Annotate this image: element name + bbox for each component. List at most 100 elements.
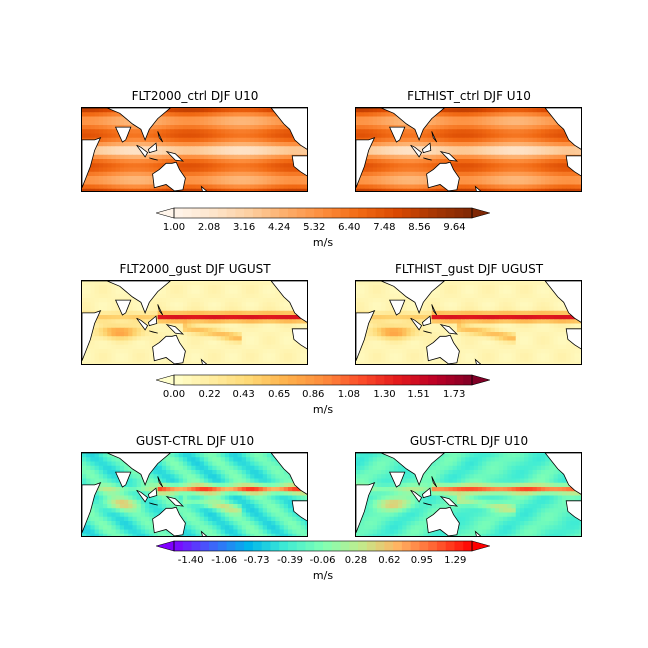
heatmap-cell: [157, 146, 163, 151]
heatmap-cell: [153, 340, 159, 346]
heatmap-cell: [482, 125, 487, 130]
heatmap-cell: [229, 293, 234, 299]
heatmap-cell: [279, 163, 285, 168]
heatmap-cell: [364, 167, 370, 173]
heatmap-cell: [364, 361, 370, 364]
heatmap-cell: [98, 482, 104, 488]
heatmap-cell: [503, 116, 508, 122]
heatmap-cell: [431, 184, 437, 190]
heatmap-cell: [368, 332, 374, 337]
heatmap-cell: [296, 188, 302, 191]
heatmap-cell: [364, 163, 370, 168]
heatmap-cell: [377, 306, 382, 312]
heatmap-cell: [381, 188, 386, 191]
heatmap-cell: [283, 340, 289, 346]
heatmap-cell: [237, 188, 243, 191]
heatmap-cell: [507, 146, 513, 151]
heatmap-cell: [410, 129, 416, 134]
heatmap-cell: [203, 315, 209, 320]
heatmap-cell: [528, 310, 534, 316]
heatmap-cell: [254, 465, 260, 471]
heatmap-cell: [208, 112, 213, 117]
heatmap-cell: [98, 176, 104, 181]
heatmap-cell: [241, 188, 247, 191]
heatmap-cell: [507, 176, 513, 181]
heatmap-cell: [444, 133, 449, 139]
colorbar-segment: [200, 375, 210, 385]
heatmap-cell: [103, 319, 108, 324]
heatmap-cell: [283, 361, 289, 364]
heatmap-cell: [503, 319, 508, 324]
heatmap-cell: [103, 482, 108, 488]
heatmap-cell: [553, 159, 559, 164]
heatmap-cell: [498, 180, 504, 185]
heatmap-cell: [98, 461, 104, 467]
heatmap-cell: [477, 306, 483, 312]
colorbar-segment: [410, 375, 421, 385]
heatmap-cell: [482, 146, 487, 151]
colorbar-segment: [331, 375, 342, 385]
heatmap-cell: [372, 285, 378, 290]
heatmap-cell: [549, 133, 555, 139]
heatmap-cell: [233, 163, 239, 168]
heatmap-cell: [532, 310, 538, 316]
heatmap-cell: [507, 306, 513, 312]
heatmap-cell: [393, 327, 399, 333]
heatmap-cell: [389, 336, 395, 341]
heatmap-cell: [536, 302, 542, 307]
heatmap-cell: [465, 281, 470, 286]
heatmap-cell: [536, 137, 542, 143]
heatmap-cell: [229, 184, 234, 190]
heatmap-cell: [258, 453, 264, 458]
heatmap-cell: [258, 108, 264, 113]
heatmap-cell: [469, 285, 475, 290]
heatmap-cell: [292, 357, 297, 363]
heatmap-cell: [275, 465, 281, 471]
heatmap-cell: [149, 332, 154, 337]
heatmap-cell: [178, 482, 184, 488]
heatmap-cell: [195, 357, 201, 363]
heatmap-cell: [262, 142, 268, 147]
heatmap-cell: [149, 129, 154, 134]
heatmap-cell: [377, 120, 382, 126]
heatmap-cell: [119, 491, 125, 496]
heatmap-cell: [166, 491, 171, 496]
heatmap-cell: [385, 357, 391, 363]
heatmap-cell: [287, 188, 293, 191]
heatmap-cell: [187, 461, 192, 467]
heatmap-cell: [86, 108, 91, 113]
heatmap-cell: [174, 146, 180, 151]
heatmap-cell: [237, 340, 243, 346]
heatmap-cell: [136, 306, 142, 312]
heatmap-cell: [82, 470, 87, 475]
heatmap-cell: [233, 171, 239, 177]
heatmap-cell: [82, 453, 87, 458]
heatmap-cell: [360, 357, 365, 363]
heatmap-cell: [377, 357, 382, 363]
heatmap-cell: [157, 125, 163, 130]
heatmap-cell: [111, 129, 117, 134]
heatmap-cell: [423, 349, 428, 354]
heatmap-cell: [187, 159, 192, 164]
heatmap-cell: [136, 184, 142, 190]
heatmap-cell: [448, 133, 454, 139]
heatmap-cell: [250, 163, 255, 168]
heatmap-cell: [372, 349, 378, 354]
heatmap-cell: [170, 133, 175, 139]
heatmap-cell: [477, 293, 483, 299]
heatmap-cell: [161, 188, 167, 191]
heatmap-cell: [368, 159, 374, 164]
heatmap-cell: [385, 133, 391, 139]
heatmap-cell: [440, 310, 445, 316]
heatmap-cell: [199, 491, 205, 496]
heatmap-cell: [545, 116, 550, 122]
heatmap-cell: [486, 163, 492, 168]
heatmap-cell: [532, 108, 538, 113]
heatmap-cell: [111, 116, 117, 122]
heatmap-cell: [191, 315, 196, 320]
heatmap-cell: [456, 133, 462, 139]
heatmap-cell: [195, 293, 201, 299]
heatmap-cell: [237, 154, 243, 160]
heatmap-cell: [212, 306, 218, 312]
heatmap-cell: [203, 150, 209, 156]
